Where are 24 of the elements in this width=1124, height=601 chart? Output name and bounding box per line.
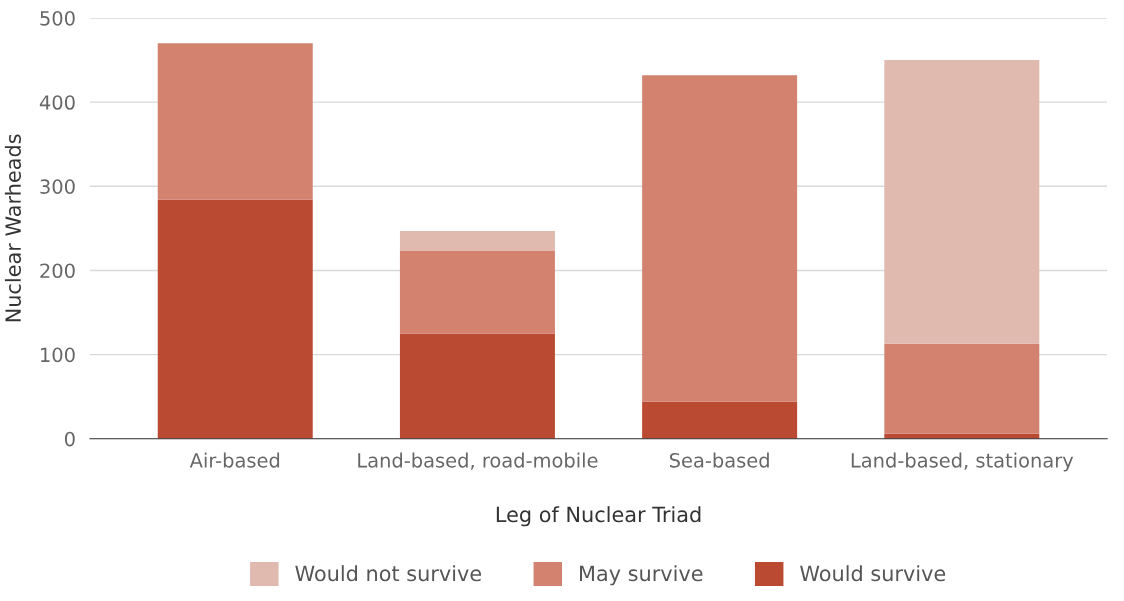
y-axis-title: Nuclear Warheads — [4, 134, 21, 322]
y-tick-label: 100 — [41, 347, 75, 363]
x-tick-label: Land-based, road-mobile — [358, 452, 598, 470]
x-tick-label: Sea-based — [669, 452, 769, 468]
bar — [157, 199, 313, 439]
x-tick-label: Land-based, stationary — [851, 452, 1074, 472]
bar — [399, 230, 555, 252]
bar — [399, 251, 555, 334]
bar — [642, 401, 798, 439]
x-tick-label: Air-based — [189, 452, 280, 468]
bar — [884, 60, 1040, 344]
y-tick-label: 400 — [39, 95, 75, 110]
bar — [157, 43, 313, 200]
bar — [399, 333, 555, 439]
y-tick-label: 500 — [40, 10, 75, 26]
bar — [642, 75, 798, 402]
legend-label: May survive — [580, 565, 703, 586]
y-tick-label: 0 — [64, 431, 75, 447]
y-tick-label: 300 — [40, 179, 75, 194]
x-axis-title: Leg of Nuclear Triad — [496, 506, 701, 527]
legend-label: Would survive — [800, 565, 946, 582]
y-tick-label: 200 — [40, 263, 75, 279]
legend-label: Would not survive — [295, 565, 482, 582]
bar — [884, 343, 1040, 434]
